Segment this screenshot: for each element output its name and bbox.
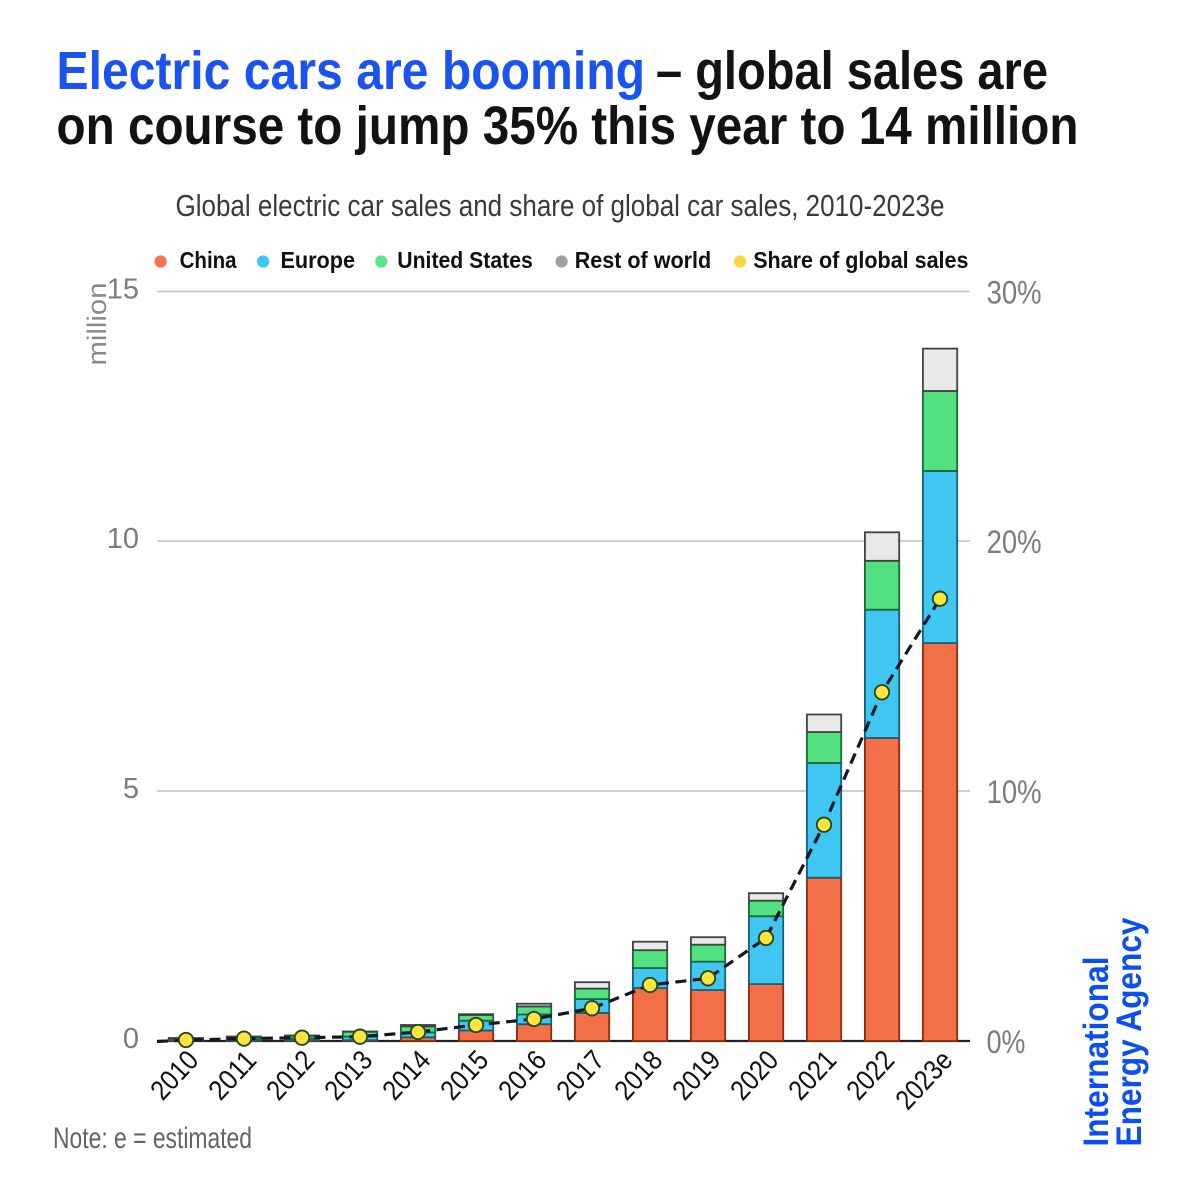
svg-text:Note: e = estimated: Note: e = estimated: [53, 1122, 252, 1155]
svg-text:International: International: [1076, 957, 1116, 1147]
svg-text:United States: United States: [397, 247, 533, 273]
svg-text:Share of global sales: Share of global sales: [753, 247, 968, 273]
svg-text:15: 15: [107, 274, 139, 306]
svg-text:Energy Agency: Energy Agency: [1109, 917, 1149, 1146]
svg-text:5: 5: [123, 773, 139, 805]
svg-text:30%: 30%: [987, 275, 1042, 311]
svg-text:10%: 10%: [987, 774, 1042, 810]
svg-text:Rest of world: Rest of world: [575, 247, 712, 273]
svg-text:Global electric car sales and: Global electric car sales and share of g…: [176, 188, 945, 223]
svg-text:10: 10: [107, 523, 139, 555]
svg-text:Europe: Europe: [281, 247, 356, 273]
svg-text:China: China: [180, 247, 237, 273]
svg-text:on course to jump 35% this yea: on course to jump 35% this year to 14 mi…: [57, 96, 1079, 156]
svg-text:0: 0: [123, 1023, 139, 1055]
svg-text:20%: 20%: [987, 524, 1042, 560]
svg-text:million: million: [82, 283, 112, 366]
svg-text:0%: 0%: [987, 1024, 1026, 1060]
svg-text:– global sales are: – global sales are: [656, 41, 1048, 101]
svg-text:Electric cars are booming: Electric cars are booming: [57, 41, 646, 101]
